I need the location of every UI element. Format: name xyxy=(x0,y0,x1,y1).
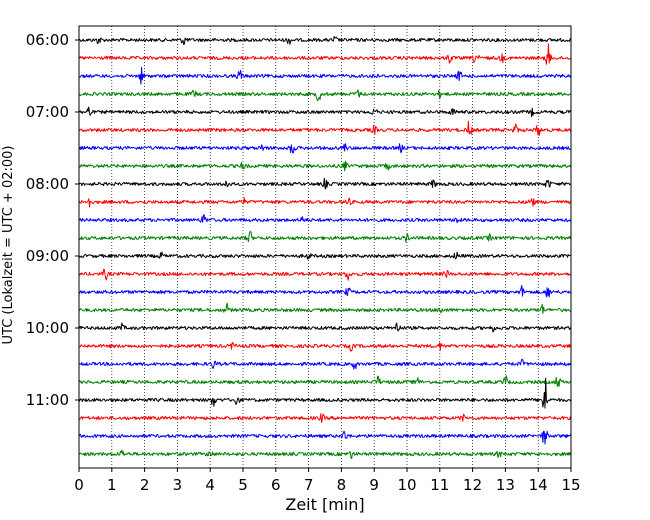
trace-line xyxy=(78,285,572,298)
trace-line xyxy=(78,375,572,387)
y-tick-label: 10:00 xyxy=(26,319,69,337)
x-tick-label: 5 xyxy=(238,476,248,494)
y-tick-label: 09:00 xyxy=(26,247,69,265)
x-tick-label: 14 xyxy=(529,476,548,494)
y-axis-label: UTC (Lokalzeit = UTC + 02:00) xyxy=(1,146,16,345)
x-tick-label: 1 xyxy=(107,476,117,494)
trace-line xyxy=(79,302,572,314)
x-tick-label: 3 xyxy=(173,476,183,494)
x-tick-label: 8 xyxy=(337,476,347,494)
x-tick-label: 15 xyxy=(561,476,580,494)
y-tick-label: 08:00 xyxy=(26,175,69,193)
x-tick-label: 12 xyxy=(463,476,482,494)
trace-line xyxy=(78,160,572,172)
x-tick-label: 10 xyxy=(397,476,416,494)
y-axis-ticks: 06:00 07:00 08:00 09:00 10:00 11:00 xyxy=(26,31,79,409)
trace-line xyxy=(78,322,572,333)
trace-line xyxy=(78,251,572,260)
x-tick-label: 7 xyxy=(304,476,314,494)
trace-line xyxy=(78,358,572,370)
seismic-traces xyxy=(78,35,572,460)
x-tick-label: 9 xyxy=(369,476,379,494)
trace-line xyxy=(78,177,572,190)
y-tick-label: 07:00 xyxy=(26,103,69,121)
trace-line xyxy=(78,143,572,154)
trace-line xyxy=(78,197,572,208)
trace-line xyxy=(78,449,572,460)
trace-line xyxy=(78,106,572,118)
x-tick-label: 0 xyxy=(74,476,84,494)
trace-line xyxy=(78,43,572,65)
x-tick-label: 2 xyxy=(140,476,150,494)
trace-line xyxy=(78,66,572,85)
trace-line xyxy=(78,413,572,423)
trace-line xyxy=(78,377,572,409)
trace-line xyxy=(78,214,572,224)
x-tick-label: 13 xyxy=(496,476,515,494)
x-tick-label: 11 xyxy=(430,476,449,494)
y-tick-label: 06:00 xyxy=(26,31,69,49)
trace-line xyxy=(78,35,571,45)
trace-line xyxy=(78,342,572,352)
x-axis-ticks: 0 1 2 3 4 5 6 7 8 9 10 11 12 13 14 15 xyxy=(74,468,581,494)
plot-frame xyxy=(78,25,572,469)
trace-line xyxy=(78,120,572,136)
x-tick-label: 6 xyxy=(271,476,281,494)
trace-line xyxy=(78,430,572,445)
y-tick-label: 11:00 xyxy=(26,391,69,409)
trace-line xyxy=(78,268,572,281)
trace-line xyxy=(78,230,572,243)
x-axis-label: Zeit [min] xyxy=(285,495,364,514)
trace-line xyxy=(78,89,572,102)
x-tick-label: 4 xyxy=(205,476,215,494)
